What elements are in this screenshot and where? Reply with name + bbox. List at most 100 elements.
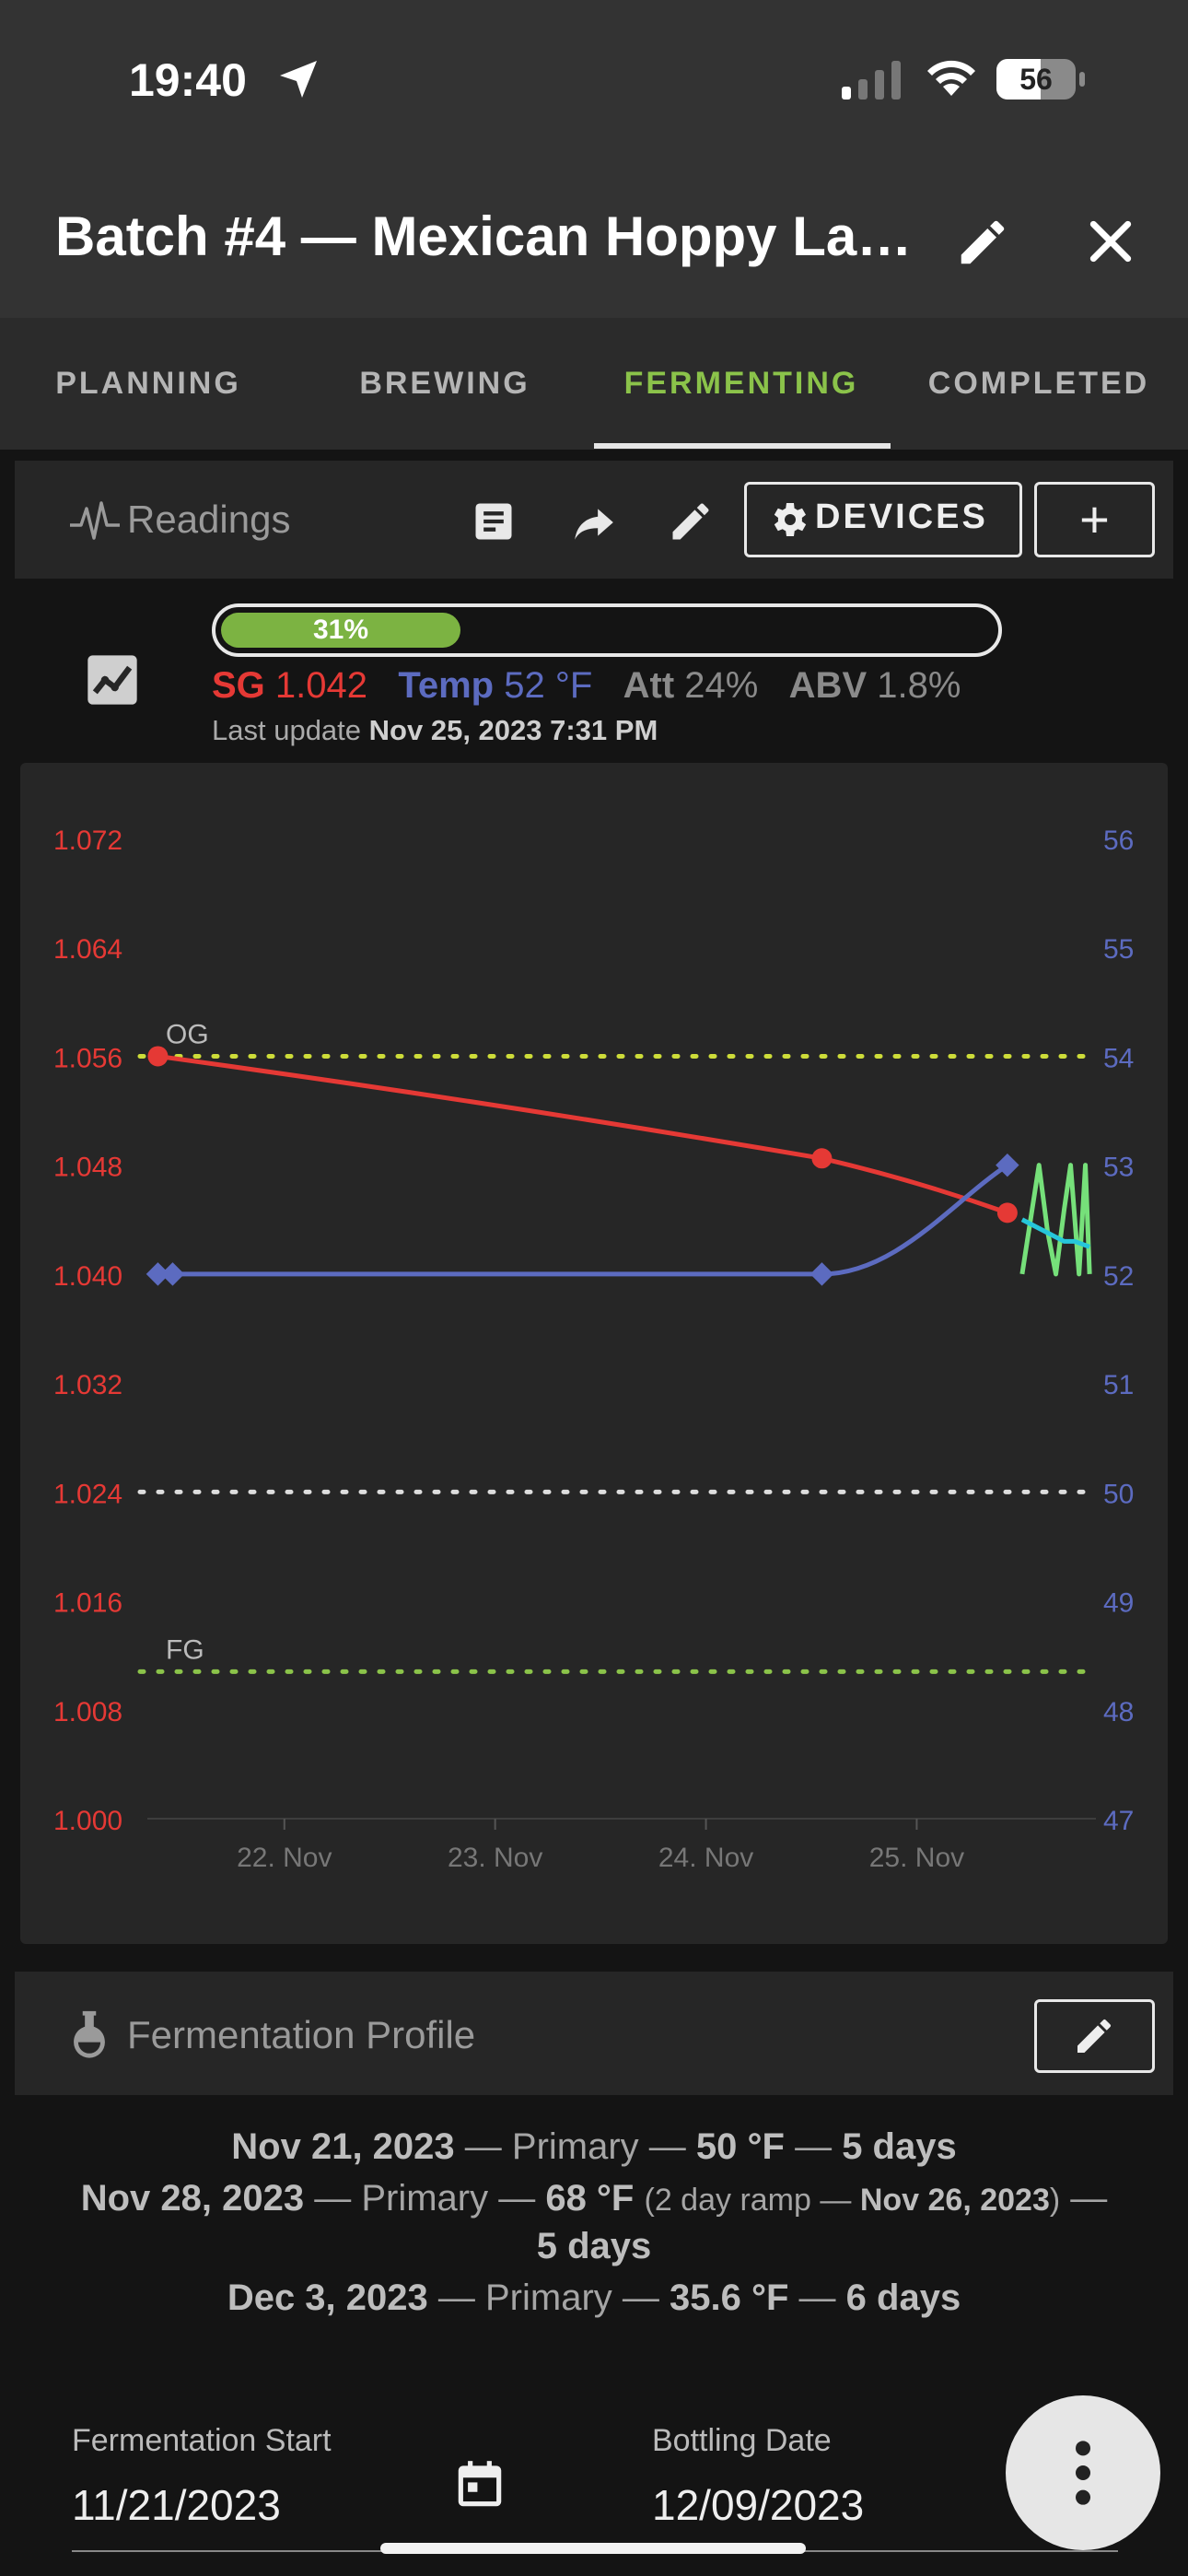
- sg-label: SG: [212, 665, 265, 706]
- progress-fill: [221, 613, 460, 648]
- tab-brewing[interactable]: BREWING: [359, 366, 530, 401]
- profile-step-1: Nov 21, 2023 — Primary — 50 °F — 5 days: [231, 2126, 957, 2167]
- right-axis-tick: 54: [1103, 1043, 1134, 1073]
- left-axis-tick: 1.016: [53, 1588, 122, 1619]
- tab-completed[interactable]: COMPLETED: [927, 366, 1150, 401]
- bottling-date-label: Bottling Date: [652, 2423, 832, 2458]
- left-axis-tick: 1.056: [53, 1043, 122, 1073]
- right-axis-tick: 52: [1103, 1261, 1134, 1292]
- right-axis-tick: 48: [1103, 1697, 1134, 1727]
- left-axis-tick: 1.008: [53, 1697, 122, 1727]
- att-label: Att: [623, 665, 675, 706]
- battery-level: 56: [1019, 63, 1053, 96]
- step-ramp-date: Nov 26, 2023: [859, 2183, 1050, 2218]
- last-update: Last update Nov 25, 2023 7:31 PM: [212, 714, 658, 747]
- step-date: Nov 28, 2023: [80, 2178, 305, 2219]
- series-line: [157, 1163, 1009, 1277]
- left-axis-tick: 1.024: [53, 1479, 122, 1509]
- devices-button[interactable]: [744, 482, 1022, 557]
- left-axis-tick: 1.040: [53, 1261, 122, 1292]
- step-days: 6 days: [845, 2277, 961, 2318]
- left-axis-tick: 1.000: [53, 1806, 122, 1836]
- home-indicator: [380, 2543, 806, 2554]
- reading-stats: SG 1.042 Temp 52 °F Att 24% ABV 1.8%: [212, 665, 961, 707]
- edit-profile-button[interactable]: [1034, 1999, 1155, 2073]
- close-icon[interactable]: [1085, 216, 1136, 267]
- step-temp: 50 °F: [695, 2126, 785, 2167]
- battery-cap: [1079, 72, 1085, 87]
- abv-value: 1.8%: [877, 665, 961, 706]
- fermentation-start-label: Fermentation Start: [72, 2423, 332, 2458]
- pencil-icon[interactable]: [954, 214, 1011, 271]
- flask-icon: [74, 2010, 105, 2058]
- devices-button-label: DEVICES: [815, 498, 988, 536]
- right-axis-tick: 55: [1103, 934, 1134, 965]
- series-line: [157, 1053, 1008, 1215]
- left-axis-tick: 1.032: [53, 1370, 122, 1400]
- progress-text: 31%: [312, 615, 369, 645]
- battery-icon: 56: [996, 59, 1076, 100]
- share-icon[interactable]: [569, 499, 619, 545]
- last-update-value: Nov 25, 2023 7:31 PM: [368, 714, 658, 746]
- wifi-icon: [927, 60, 975, 96]
- sg-point: [996, 1202, 1018, 1224]
- page-title: Batch #4 — Mexican Hoppy La…: [55, 205, 913, 267]
- temp-value: 52 °F: [504, 665, 593, 706]
- more-actions-button[interactable]: [1006, 2395, 1160, 2550]
- profile-step-2-days: 5 days: [0, 2226, 1188, 2267]
- tab-planning[interactable]: PLANNING: [55, 366, 241, 401]
- right-axis-tick: 49: [1103, 1588, 1134, 1619]
- x-axis-tick: 25. Nov: [869, 1843, 964, 1873]
- step-days: 5 days: [536, 2226, 652, 2266]
- right-axis-tick: 56: [1103, 825, 1134, 856]
- right-axis-tick: 47: [1103, 1806, 1134, 1836]
- left-axis-tick: 1.064: [53, 934, 122, 965]
- add-reading-label: +: [1079, 490, 1110, 548]
- right-axis-tick: 51: [1103, 1370, 1134, 1400]
- cellular-signal-icon: [842, 61, 901, 100]
- x-axis-tick: 23. Nov: [448, 1843, 542, 1873]
- x-axis-tick: 24. Nov: [658, 1843, 753, 1873]
- app-header: [0, 0, 1188, 318]
- fermentation-profile-label: Fermentation Profile: [127, 2013, 476, 2056]
- readings-label: Readings: [127, 498, 291, 541]
- sg-point: [811, 1148, 833, 1169]
- status-time: 19:40: [129, 54, 247, 106]
- temp-point: [160, 1262, 185, 1286]
- reference-line-label: OG: [166, 1019, 209, 1049]
- bottling-date-underline: [652, 2550, 1118, 2552]
- step-days: 5 days: [842, 2126, 957, 2167]
- step-temp: 35.6 °F: [670, 2277, 789, 2318]
- more-vert-icon: [1076, 2441, 1090, 2505]
- pulse-icon: [70, 501, 120, 540]
- bottling-date-input[interactable]: 12/09/2023: [652, 2481, 865, 2529]
- edit-readings-icon[interactable]: [667, 498, 715, 545]
- notes-icon[interactable]: [470, 498, 518, 545]
- temp-label: Temp: [398, 665, 495, 706]
- fermentation-start-input[interactable]: 11/21/2023: [72, 2481, 281, 2529]
- reference-line-label: FG: [166, 1634, 204, 1665]
- step-date: Nov 21, 2023: [231, 2126, 455, 2167]
- location-arrow-icon: [280, 61, 317, 98]
- tab-fermenting[interactable]: FERMENTING: [623, 366, 859, 401]
- right-axis-tick: 53: [1103, 1153, 1134, 1183]
- readings-chart-card: [20, 763, 1168, 1944]
- series-line: [1020, 1217, 1090, 1249]
- fermentation-profile-toolbar: [15, 1972, 1173, 2095]
- step-stage: Primary: [485, 2277, 612, 2318]
- step-ramp: 2 day ramp: [654, 2183, 811, 2218]
- profile-step-2: Nov 28, 2023 — Primary — 68 °F (2 day ra…: [80, 2178, 1108, 2219]
- sg-point: [147, 1046, 169, 1067]
- att-value: 24%: [684, 665, 759, 706]
- left-axis-tick: 1.072: [53, 825, 122, 856]
- readings-chart: 1.072 1.064 1.056 1.048 1.040 1.032 1.024 1.016…: [53, 825, 1134, 1873]
- temp-point: [809, 1262, 834, 1286]
- gear-icon: [774, 503, 807, 536]
- chart-toggle-icon[interactable]: [83, 650, 142, 709]
- calendar-icon[interactable]: [451, 2456, 508, 2513]
- sg-value: 1.042: [274, 665, 368, 706]
- step-date: Dec 3, 2023: [227, 2277, 428, 2318]
- left-axis-tick: 1.048: [53, 1153, 122, 1183]
- abv-label: ABV: [788, 665, 868, 706]
- add-reading-button[interactable]: [1034, 482, 1155, 557]
